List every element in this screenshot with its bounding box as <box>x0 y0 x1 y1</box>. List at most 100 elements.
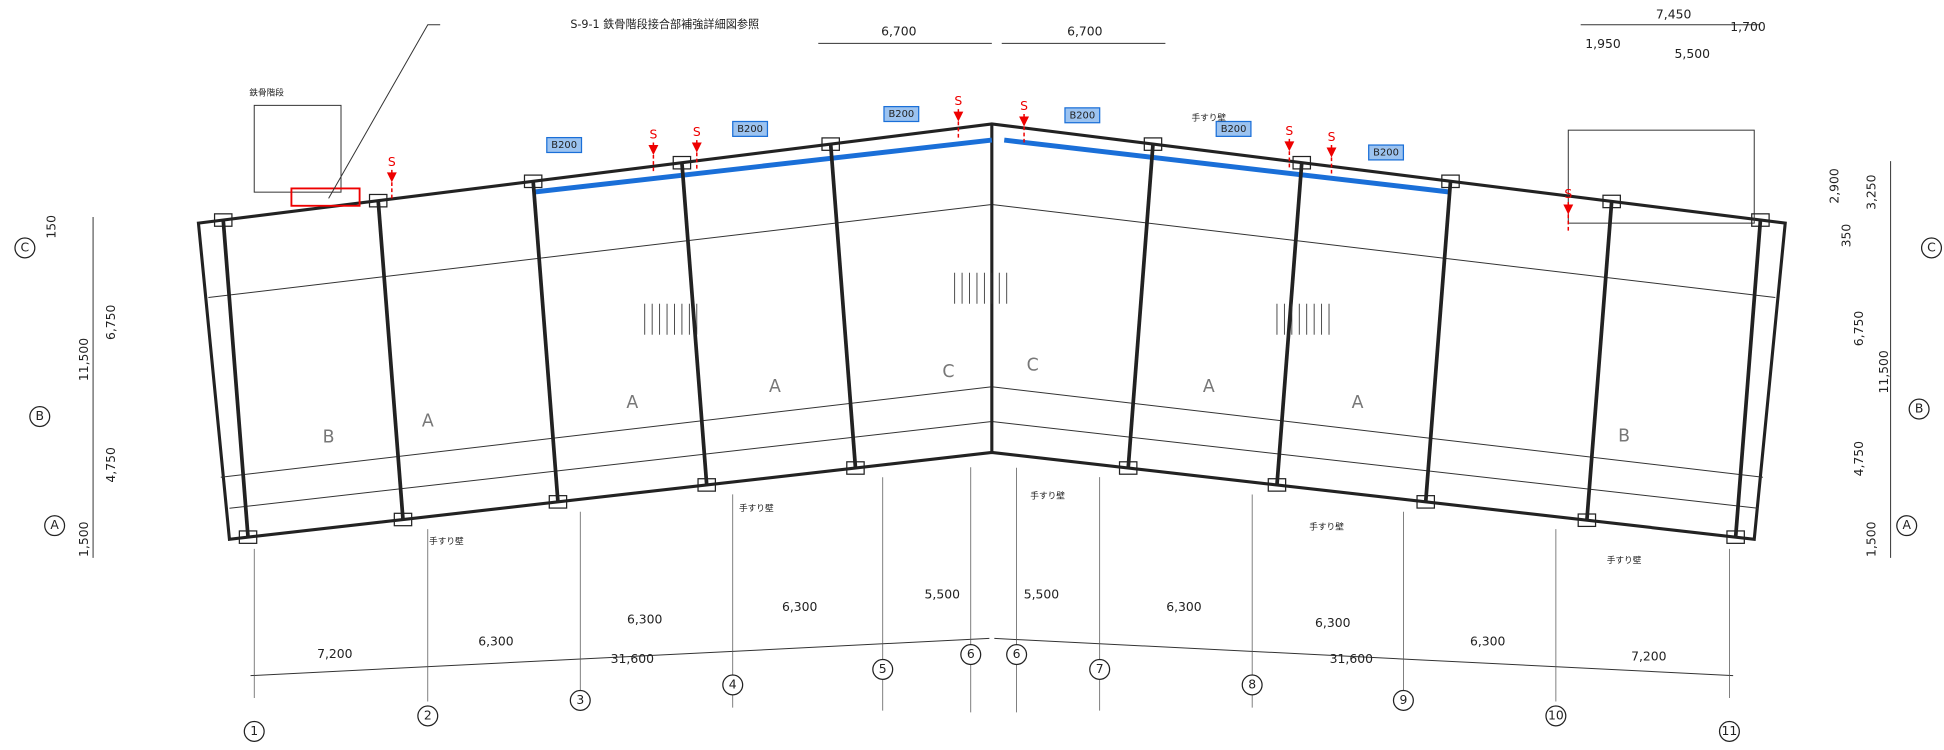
axis-label: 3 <box>576 692 584 707</box>
column-line <box>680 162 709 486</box>
axis-label: 9 <box>1399 692 1407 707</box>
axis-bubble <box>722 674 744 696</box>
handrail-label: 手すり壁 <box>1191 111 1226 123</box>
dimension: 1,500 <box>1864 521 1879 557</box>
stair-block <box>1567 129 1755 224</box>
axis-label: 6 <box>1013 646 1021 661</box>
dimension: 7,200 <box>317 646 353 661</box>
axis-bubble <box>1392 689 1414 711</box>
column <box>393 512 413 527</box>
column <box>821 137 840 151</box>
dimension: 6,700 <box>881 24 917 39</box>
axis-label: C <box>21 239 30 254</box>
axis-label: 4 <box>729 676 737 691</box>
axis-bubble <box>1908 398 1930 420</box>
dimension: 31,600 <box>611 651 654 666</box>
column <box>368 193 388 208</box>
column <box>213 213 233 227</box>
axis-label: 1 <box>250 723 258 738</box>
stair-block <box>253 104 342 193</box>
axis-bubble <box>1545 705 1567 727</box>
unit-type: A <box>1352 393 1364 413</box>
handrail-label: 手すり壁 <box>429 535 464 547</box>
beam-line <box>1003 137 1451 195</box>
dimension: 6,750 <box>1851 311 1866 347</box>
axis-bubble <box>1920 237 1943 259</box>
column <box>1441 174 1460 189</box>
dimension: 1,700 <box>1730 19 1766 34</box>
column <box>1577 513 1597 528</box>
unit-type: C <box>942 362 954 382</box>
column-line <box>828 143 858 469</box>
beam-label: B200 <box>1221 124 1247 135</box>
stair-label: 鉄骨階段 <box>249 86 284 98</box>
axis-label: 2 <box>424 707 432 722</box>
dimension: 1,500 <box>76 521 91 557</box>
column <box>523 174 543 189</box>
s-marker: S <box>1564 186 1572 201</box>
dimension: 6,300 <box>627 611 663 626</box>
axis-bubble <box>44 515 66 537</box>
dimension: 2,900 <box>1826 168 1841 204</box>
column-line <box>1126 143 1155 469</box>
axis-bubble <box>243 720 265 742</box>
dimension: 4,750 <box>1851 441 1866 477</box>
axis-label: 8 <box>1248 676 1256 691</box>
column <box>1292 155 1312 170</box>
dimension: 6,750 <box>103 304 118 340</box>
column-line <box>376 200 405 520</box>
unit-type: C <box>1027 356 1039 376</box>
unit-type: A <box>1203 377 1215 397</box>
column <box>672 155 692 170</box>
beam-label: B200 <box>1069 110 1095 121</box>
axis-label: 5 <box>879 661 887 676</box>
column-line <box>1275 162 1304 486</box>
dimension: 1,950 <box>1585 36 1621 51</box>
s-arrowhead <box>691 142 702 153</box>
s-arrowhead <box>953 111 964 122</box>
dimension: 150 <box>44 215 59 239</box>
dimension: 350 <box>1839 224 1854 248</box>
building-outline <box>92 24 1892 677</box>
unit-type: B <box>1618 426 1630 446</box>
column-line <box>531 181 560 503</box>
dimension: 7,200 <box>1631 649 1667 664</box>
axis-label: 10 <box>1548 707 1564 722</box>
handrail-label: 手すり壁 <box>1309 520 1344 532</box>
column <box>1751 213 1770 227</box>
beam-label: B200 <box>737 124 763 135</box>
axis-label: A <box>1902 517 1911 532</box>
dimension: 5,500 <box>1675 46 1711 61</box>
axis-label: 11 <box>1722 723 1738 738</box>
axis-bubble <box>14 237 36 259</box>
s-arrowhead <box>1563 204 1574 215</box>
dimension: 31,600 <box>1330 651 1373 666</box>
beam-tag <box>883 105 920 123</box>
column <box>238 530 258 544</box>
axis-bubble <box>1718 720 1740 742</box>
s-marker: S <box>693 124 701 139</box>
callout-text: S-9-1 鉄骨階段接合部補強詳細図参照 <box>570 17 759 31</box>
beam-line <box>532 137 993 195</box>
axis-bubble <box>1896 515 1918 537</box>
dimension: 6,300 <box>782 599 818 614</box>
unit-type: A <box>626 393 638 413</box>
s-arrowhead <box>386 172 397 183</box>
beam-label: B200 <box>551 140 577 151</box>
unit-type: B <box>323 428 335 448</box>
dimension: 3,250 <box>1864 174 1879 210</box>
beam-tag <box>1368 144 1405 161</box>
axis-bubble <box>1241 674 1263 696</box>
beam-label: B200 <box>888 109 914 120</box>
axis-label: A <box>50 517 59 532</box>
handrail-label: 手すり壁 <box>1030 489 1065 501</box>
dim-line <box>250 637 990 677</box>
columns <box>213 137 1770 713</box>
column <box>846 461 865 475</box>
column <box>1143 137 1163 151</box>
s-marker: S <box>388 154 396 169</box>
dimension: 11,500 <box>1876 350 1891 393</box>
column <box>1416 495 1436 509</box>
unit-type: A <box>769 377 781 397</box>
beam-tag <box>546 136 583 154</box>
